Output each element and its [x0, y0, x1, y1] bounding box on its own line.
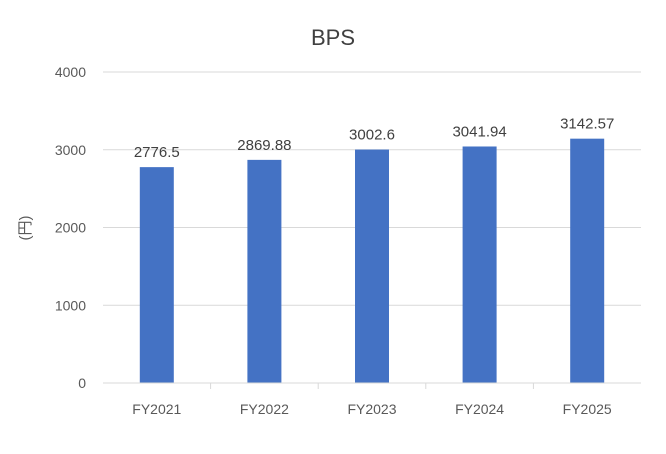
x-tick-label: FY2022: [240, 401, 289, 417]
bar-fy2022: [247, 159, 282, 383]
x-tick-label: FY2021: [132, 401, 181, 417]
data-label: 3002.6: [349, 127, 395, 144]
bar-fy2024: [462, 146, 497, 383]
y-tick-label: 2000: [55, 220, 86, 236]
data-label: 2776.5: [134, 144, 180, 161]
data-label: 2869.88: [237, 137, 291, 154]
y-axis-label: (円): [17, 216, 34, 241]
bars: [139, 138, 605, 383]
bar-fy2023: [355, 149, 389, 383]
x-tick-label: FY2023: [347, 401, 396, 417]
data-label: 3142.57: [560, 116, 614, 133]
y-tick-label: 0: [78, 375, 86, 391]
x-axis-ticks: FY2021 FY2022 FY2023 FY2024 FY2025: [132, 383, 612, 417]
chart-title: BPS: [311, 25, 355, 50]
y-tick-label: 4000: [55, 64, 86, 80]
x-tick-label: FY2025: [563, 401, 612, 417]
y-tick-label: 1000: [55, 297, 86, 313]
bar-fy2025: [570, 138, 605, 383]
bar-fy2021: [139, 167, 174, 383]
y-tick-label: 3000: [55, 142, 86, 158]
x-tick-label: FY2024: [455, 401, 504, 417]
data-label: 3041.94: [452, 123, 506, 140]
y-axis-ticks: 0 1000 2000 3000 4000: [55, 64, 86, 391]
data-labels: 2776.5 2869.88 3002.6 3041.94 3142.57: [134, 116, 614, 161]
